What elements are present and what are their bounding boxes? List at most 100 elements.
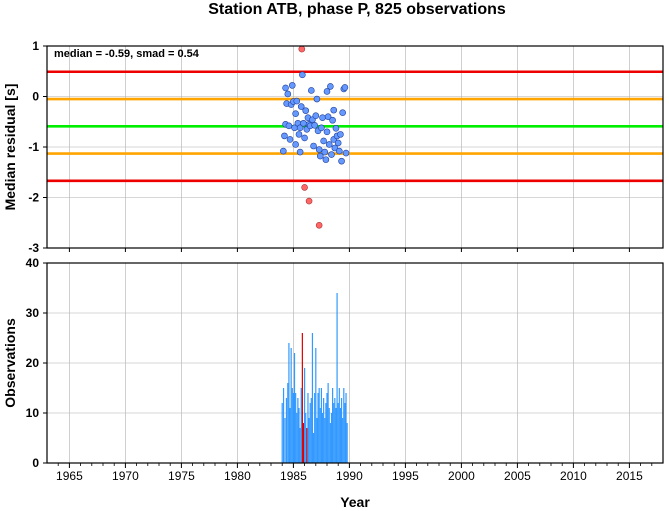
year-x-tick-label: 1965	[56, 469, 83, 483]
observations-panel: 0 10 20 30 40 1965 1970 1975 1980 1985 1990 1995 20…	[2, 256, 664, 510]
residual-point	[338, 157, 345, 165]
outlier-point	[301, 184, 308, 191]
residual-point	[342, 149, 350, 157]
observation-bar	[308, 418, 310, 463]
residual-y-axis-label: Median residual [s]	[2, 84, 18, 211]
observation-bar	[310, 398, 312, 463]
residual-point	[293, 97, 301, 105]
residual-points	[280, 45, 350, 229]
observation-bar	[330, 413, 333, 463]
observation-bar	[296, 413, 298, 463]
residual-point	[300, 119, 307, 127]
residual-point	[323, 88, 331, 95]
residual-panel: 1 0 -1 -2 -3 median = -0.59, smad = 0.54 Med…	[2, 39, 664, 255]
residual-y-tick-label: -3	[28, 241, 39, 255]
residual-point	[297, 103, 305, 110]
observation-bar	[317, 393, 319, 463]
observation-bar	[295, 393, 297, 463]
residual-reference-lines	[47, 70, 663, 183]
residual-point	[292, 141, 299, 148]
residual-point	[301, 134, 308, 142]
observation-bar	[335, 408, 337, 463]
observation-bar	[323, 398, 325, 463]
observations-y-tick-label: 30	[26, 306, 40, 320]
residual-point	[331, 144, 339, 152]
residual-point	[320, 137, 327, 145]
observation-bar	[304, 368, 306, 463]
year-x-tick-label: 2010	[560, 469, 587, 483]
residual-point	[319, 114, 326, 122]
observation-bar	[299, 428, 301, 463]
residual-point	[292, 110, 299, 117]
residual-point	[324, 113, 332, 120]
observation-bar	[328, 408, 330, 463]
observations-y-axis-label: Observations	[2, 318, 18, 408]
observation-bar	[339, 408, 342, 463]
residual-point	[336, 147, 343, 155]
observations-y-tick-label: 40	[26, 256, 40, 270]
observation-bar	[293, 353, 296, 463]
observation-bar	[343, 388, 345, 463]
residual-point	[311, 121, 318, 129]
residual-y-tick-label: 0	[32, 90, 39, 104]
observation-bar	[297, 398, 299, 463]
year-x-tick-label: 1980	[224, 469, 251, 483]
residual-point	[322, 156, 330, 163]
residual-point	[339, 109, 346, 116]
observation-bar	[302, 423, 305, 463]
residual-point	[281, 132, 288, 140]
observation-bar	[298, 408, 300, 463]
residual-y-tick-label: -1	[28, 140, 39, 154]
observations-y-tick-label: 20	[26, 356, 40, 370]
residual-point	[325, 141, 333, 148]
observation-bar	[345, 393, 347, 463]
observation-bar	[325, 403, 327, 463]
residual-point	[280, 147, 287, 155]
outlier-point	[315, 221, 323, 229]
year-x-tick-label: 2015	[616, 469, 643, 483]
residual-point	[284, 90, 292, 98]
outlier-point	[298, 45, 306, 53]
observation-bar	[344, 403, 346, 463]
residual-x-ticks	[68, 248, 630, 252]
observation-bar	[312, 433, 315, 463]
observation-bar	[290, 348, 292, 463]
observation-bar	[329, 423, 331, 463]
year-x-tick-label: 1975	[168, 469, 195, 483]
residual-point	[286, 136, 294, 143]
observation-bar	[336, 293, 338, 463]
residual-point	[308, 87, 315, 94]
observation-bar	[285, 398, 288, 463]
median-smad-annotation: median = -0.59, smad = 0.54	[54, 48, 200, 60]
residual-point	[315, 146, 323, 153]
observation-bar	[301, 333, 303, 463]
observation-bar	[318, 388, 320, 463]
residual-point	[312, 112, 320, 119]
residual-point	[313, 95, 321, 103]
residual-point	[302, 107, 310, 114]
observation-bar	[333, 403, 335, 463]
outlier-point	[305, 197, 313, 205]
observation-bar	[321, 413, 324, 463]
observation-bar	[281, 403, 283, 463]
observation-bar	[315, 348, 317, 463]
year-x-tick-label: 1995	[392, 469, 419, 483]
year-x-tick-label: 1985	[280, 469, 307, 483]
residual-point	[285, 122, 293, 130]
observation-bar	[287, 383, 289, 463]
observation-bar	[346, 423, 348, 463]
chart-title: Station ATB, phase P, 825 observations	[208, 1, 506, 18]
observation-bar	[289, 408, 291, 463]
residual-point	[321, 148, 329, 156]
residual-point	[296, 148, 304, 156]
observation-bar	[305, 413, 307, 463]
observation-bar	[337, 403, 339, 463]
residual-point	[341, 84, 349, 91]
observation-bar	[324, 418, 326, 463]
residual-point	[327, 83, 334, 90]
residual-point	[329, 116, 336, 124]
residual-point	[334, 139, 342, 147]
residual-point	[323, 128, 331, 136]
observation-bar	[311, 333, 314, 463]
